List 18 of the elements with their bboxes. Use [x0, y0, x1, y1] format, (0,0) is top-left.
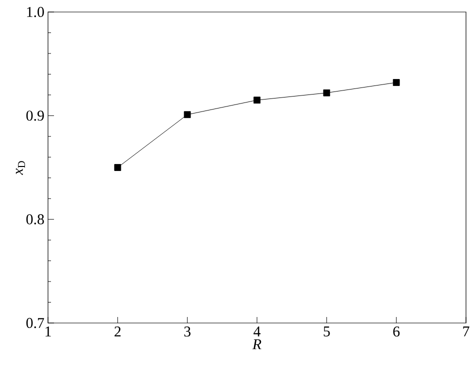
- y-tick-label: 1.0: [27, 6, 44, 18]
- x-tick-label: 3: [184, 326, 190, 337]
- x-axis-title: R: [252, 339, 262, 350]
- y-tick-label: 0.9: [26, 110, 44, 121]
- x-tick-label: 5: [324, 326, 330, 336]
- point: [323, 89, 330, 96]
- point: [392, 79, 400, 86]
- x-tick-label: 6: [393, 326, 400, 337]
- x-tick-label: 1: [46, 326, 51, 336]
- x-tick-label: 2: [114, 326, 121, 336]
- y-axis-title: x$_{D}$: [16, 161, 25, 176]
- point: [254, 96, 260, 104]
- point: [114, 164, 122, 171]
- y-tick-label: 0.8: [26, 214, 44, 224]
- y-tick-label: 0.7: [26, 318, 44, 328]
- point: [184, 111, 191, 118]
- x-tick-label: 7: [463, 326, 470, 336]
- x-tick-label: 4: [254, 326, 260, 336]
